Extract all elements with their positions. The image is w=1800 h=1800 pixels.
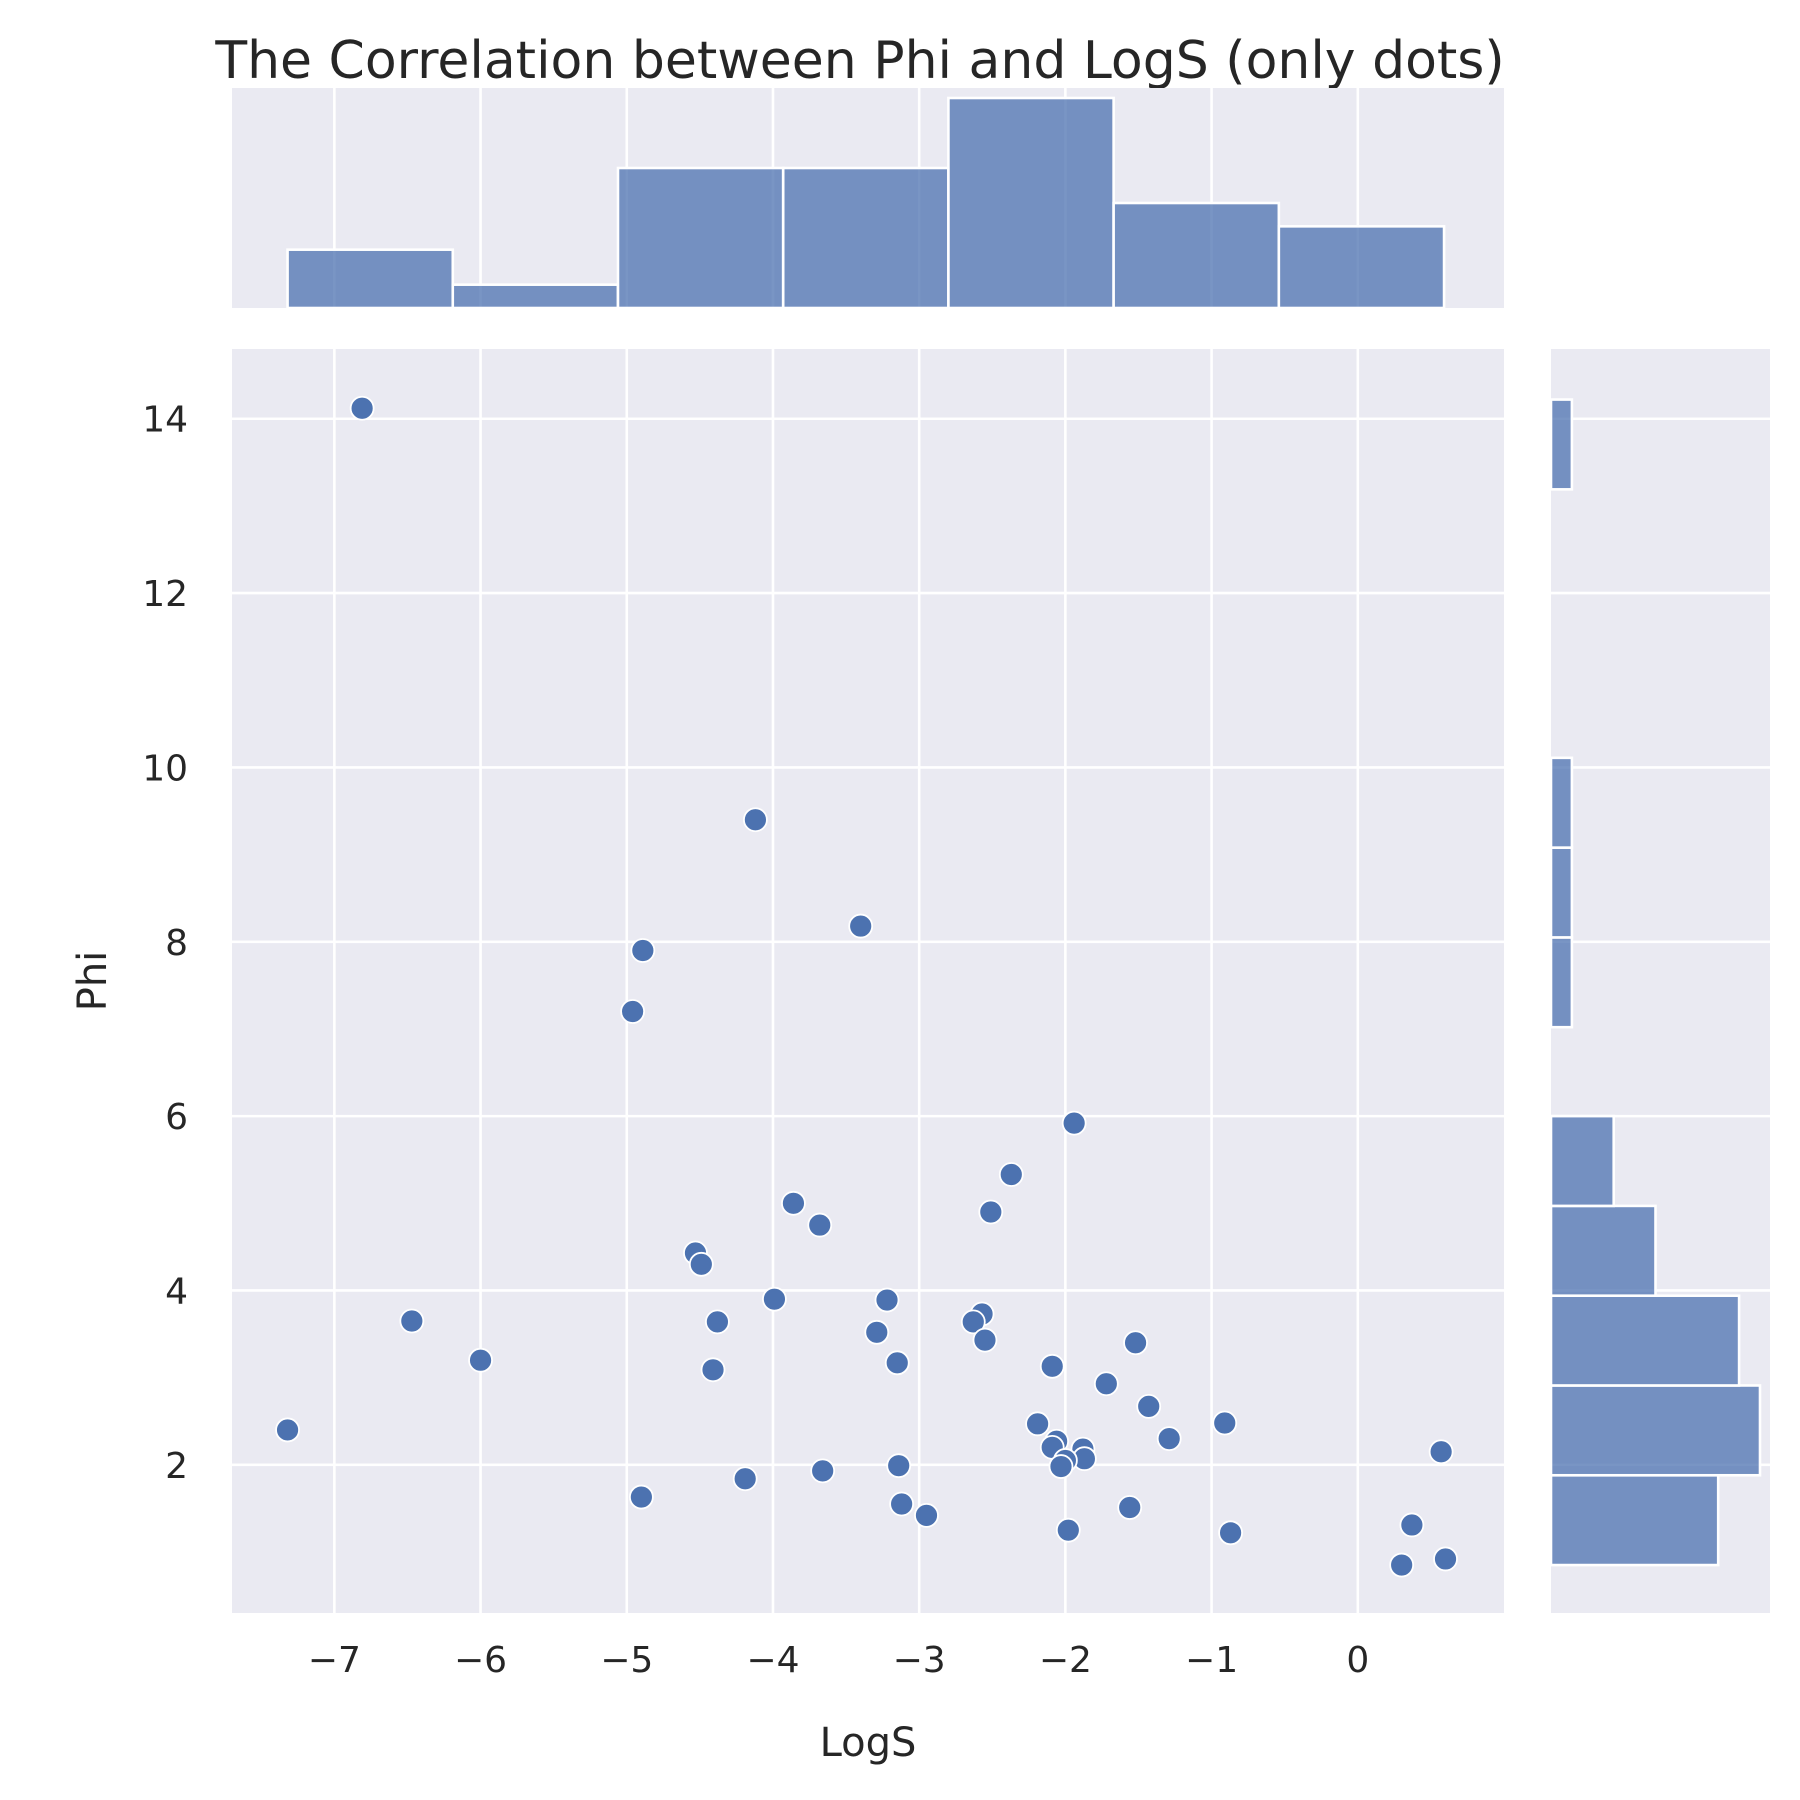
x-tick-label: 0 — [1346, 1640, 1369, 1681]
scatter-point — [1428, 1439, 1454, 1465]
y-tick-label: 14 — [142, 400, 188, 441]
top-marginal-histogram — [232, 88, 1504, 310]
x-histogram-bar — [616, 166, 785, 310]
scatter-point — [1025, 1411, 1050, 1437]
scatter-point — [688, 1251, 714, 1277]
scatter-point — [1218, 1520, 1243, 1546]
y-tick-label: 10 — [142, 748, 188, 789]
y-histogram-bar — [1549, 398, 1574, 491]
scatter-point — [1123, 1330, 1148, 1356]
x-tick-label: −7 — [308, 1640, 361, 1681]
scatter-point — [743, 807, 768, 833]
scatter-point — [1389, 1552, 1415, 1578]
chart-title: The Correlation between Phi and LogS (on… — [214, 31, 1504, 91]
scatter-point — [914, 1502, 939, 1528]
scatter-point — [1399, 1512, 1425, 1538]
scatter-point — [732, 1466, 758, 1492]
main-scatter-plot: −7 −6 −5 −4 −3 −2 −1 0 2 4 6 8 10 12 14 — [142, 349, 1504, 1681]
x-histogram-bar — [1277, 225, 1446, 310]
x-histogram-bar — [286, 248, 455, 310]
x-tick-label: −5 — [600, 1640, 653, 1681]
y-axis-label: Phi — [70, 951, 116, 1012]
scatter-point — [1048, 1454, 1074, 1479]
x-histogram-bar — [947, 96, 1115, 310]
x-histogram-bar — [1112, 201, 1281, 310]
scatter-point — [762, 1286, 787, 1312]
y-histogram-bar — [1549, 936, 1574, 1029]
y-histogram-bar — [1549, 1204, 1657, 1297]
y-histogram-bar — [1549, 1294, 1741, 1387]
scatter-point — [1136, 1394, 1162, 1419]
x-axis-label: LogS — [820, 1720, 917, 1766]
x-histogram-bar — [781, 166, 950, 310]
scatter-point — [1093, 1371, 1119, 1397]
scatter-point — [700, 1357, 726, 1383]
x-tick-label: −6 — [454, 1640, 507, 1681]
y-tick-label: 12 — [142, 574, 188, 615]
y-tick-label: 8 — [165, 923, 188, 964]
scatter-point — [1212, 1410, 1238, 1436]
scatter-point — [630, 938, 656, 963]
scatter-point — [810, 1458, 836, 1484]
y-histogram-bar — [1549, 846, 1574, 939]
scatter-point — [998, 1162, 1024, 1187]
scatter-point — [275, 1417, 300, 1443]
x-tick-label: −4 — [746, 1640, 799, 1681]
scatter-point — [886, 1453, 912, 1479]
scatter-point — [1061, 1110, 1087, 1136]
scatter-point — [781, 1190, 806, 1216]
y-histogram-bar — [1549, 756, 1574, 849]
y-tick-label: 2 — [165, 1446, 188, 1487]
scatter-point — [848, 913, 874, 939]
right-marginal-histogram — [1549, 349, 1770, 1613]
y-histogram-bar — [1549, 1473, 1720, 1567]
scatter-point — [978, 1199, 1004, 1225]
scatter-point — [468, 1347, 493, 1373]
y-tick-label: 6 — [165, 1097, 188, 1138]
scatter-point — [349, 395, 375, 421]
x-tick-label: −1 — [1185, 1640, 1238, 1681]
x-tick-label: −2 — [1039, 1640, 1092, 1681]
scatter-point — [889, 1491, 915, 1517]
scatter-point — [972, 1327, 998, 1353]
scatter-point — [628, 1484, 654, 1510]
scatter-plot-background — [232, 349, 1504, 1613]
x-histogram-bar — [451, 283, 620, 310]
scatter-point — [1433, 1546, 1458, 1572]
scatter-point — [960, 1309, 986, 1335]
y-histogram-bar — [1549, 1114, 1616, 1208]
scatter-point — [620, 999, 646, 1024]
scatter-point — [884, 1350, 910, 1376]
scatter-point — [705, 1309, 730, 1335]
y-histogram-bar — [1549, 1384, 1762, 1477]
scatter-point — [864, 1319, 890, 1345]
scatter-point — [1039, 1353, 1065, 1379]
scatter-point — [1055, 1517, 1081, 1543]
scatter-point — [399, 1308, 425, 1334]
x-tick-label: −3 — [893, 1640, 946, 1681]
scatter-point — [1117, 1495, 1143, 1520]
scatter-point — [807, 1212, 833, 1238]
scatter-point — [874, 1287, 900, 1313]
scatter-point — [1156, 1426, 1182, 1452]
y-tick-label: 4 — [165, 1271, 188, 1312]
